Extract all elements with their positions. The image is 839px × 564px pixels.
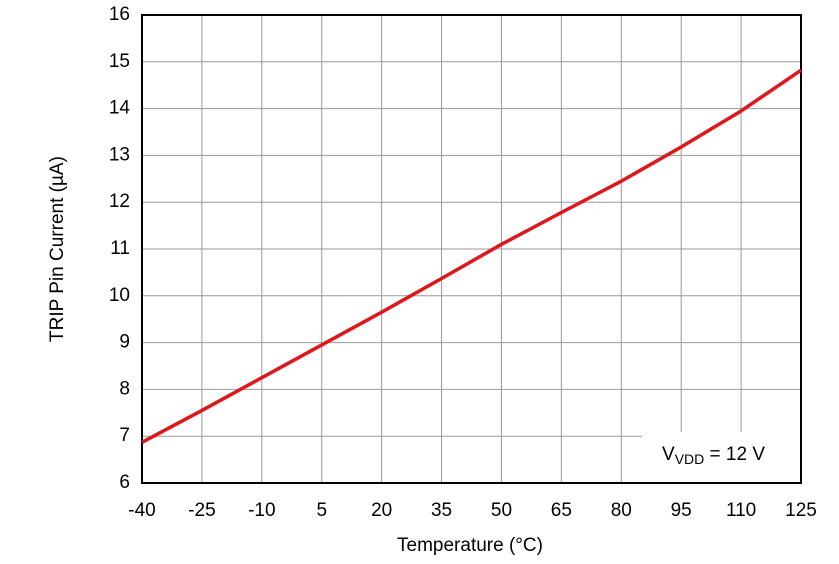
y-tick-label: 12 (109, 191, 130, 212)
y-tick-label: 11 (110, 238, 130, 259)
x-tick-label: 65 (551, 500, 572, 521)
annotation-text: = 12 V (704, 444, 765, 465)
y-tick-label: 8 (119, 378, 130, 399)
x-tick-label: 95 (671, 500, 692, 521)
x-tick-label: 20 (371, 500, 392, 521)
x-axis-label: Temperature (°C) (397, 535, 543, 556)
annotation-symbol: V (662, 444, 675, 465)
annotation-subscript: VDD (675, 451, 705, 467)
annotation-box (642, 432, 800, 482)
x-tick-label: 50 (491, 500, 512, 521)
y-tick-label: 14 (109, 98, 131, 119)
y-tick-label: 15 (109, 51, 130, 72)
annotation: VVDD = 12 V (662, 444, 765, 467)
x-tick-label: -40 (128, 500, 155, 521)
x-tick-label: 5 (316, 500, 327, 521)
y-axis-label: TRIP Pin Current (µA) (47, 156, 68, 342)
grid (141, 14, 802, 484)
y-tick-label: 16 (109, 4, 130, 25)
y-tick-label: 6 (119, 472, 130, 493)
x-tick-label: -10 (248, 500, 275, 521)
y-tick-label: 7 (119, 425, 130, 446)
x-tick-label: -25 (188, 500, 215, 521)
y-tick-label: 13 (109, 144, 130, 165)
x-tick-label: 35 (431, 500, 452, 521)
x-tick-label: 110 (726, 500, 756, 521)
x-tick-label: 80 (611, 500, 632, 521)
y-tick-label: 10 (109, 285, 130, 306)
x-tick-label: 125 (785, 500, 817, 521)
data-line (141, 68, 802, 444)
plot-frame (141, 14, 802, 484)
y-tick-label: 9 (119, 332, 130, 353)
